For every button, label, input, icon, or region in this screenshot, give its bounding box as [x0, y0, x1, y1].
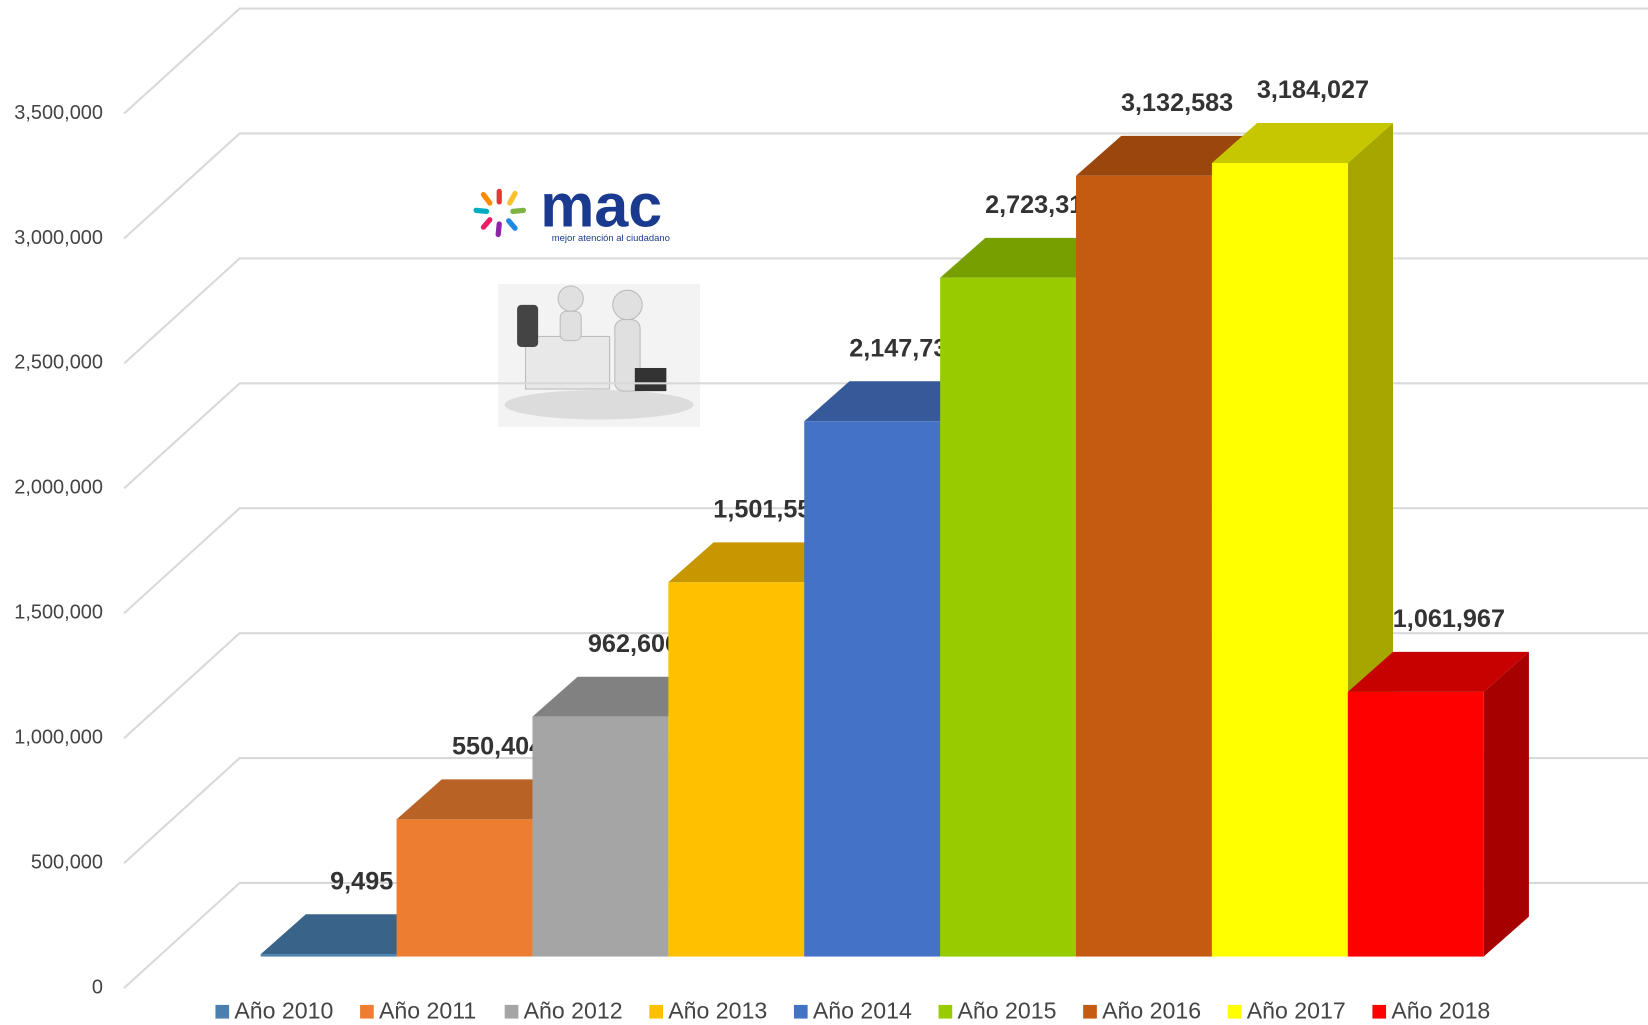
y-tick-label: 2,000,000: [14, 477, 103, 499]
value-label: 550,404: [452, 733, 543, 761]
logo-icon: [476, 191, 523, 234]
plot: 0 500,000 1,000,000 1,500,000 2,000,000 2,500…: [14, 9, 1648, 1024]
logo-text: mac: [540, 171, 662, 239]
illustration: [498, 284, 700, 427]
legend-swatch: [360, 1005, 374, 1019]
logo: mac mejor atención al ciudadano: [476, 171, 670, 244]
legend-swatch: [939, 1005, 953, 1019]
legend-label: Año 2014: [813, 997, 912, 1023]
y-tick-label: 1,500,000: [14, 602, 103, 624]
grid-line: [124, 133, 1648, 238]
bar: [1212, 163, 1348, 957]
legend-swatch: [794, 1005, 808, 1019]
legend-swatch: [1083, 1005, 1097, 1019]
value-label: 3,132,583: [1121, 89, 1233, 117]
value-label: 9,495: [330, 867, 393, 895]
legend-label: Año 2011: [379, 997, 476, 1023]
grid-line: [124, 9, 1648, 114]
y-tick-label: 0: [92, 976, 103, 998]
y-tick-label: 500,000: [31, 851, 103, 873]
bar: [397, 819, 533, 956]
legend-label: Año 2015: [957, 997, 1056, 1023]
chart: mac mejor atención al ciudadano 0 500,000…: [0, 0, 1648, 1025]
legend-swatch: [505, 1005, 519, 1019]
legend-swatch: [1228, 1005, 1242, 1019]
legend-label: Año 2017: [1247, 997, 1346, 1023]
legend-label: Año 2012: [524, 997, 623, 1023]
legend-swatch: [215, 1005, 229, 1019]
value-label: 3,184,027: [1257, 76, 1369, 104]
logo-tagline: mejor atención al ciudadano: [552, 233, 670, 244]
y-tick-label: 1,000,000: [14, 727, 103, 749]
legend-label: Año 2010: [234, 997, 333, 1023]
bar: [1076, 176, 1212, 957]
legend-label: Año 2016: [1102, 997, 1201, 1023]
y-tick-label: 2,500,000: [14, 352, 103, 374]
page: mac mejor atención al ciudadano 0 500,000…: [0, 0, 1648, 1025]
legend-label: Año 2013: [668, 997, 767, 1023]
value-label: 1,061,967: [1393, 605, 1505, 633]
value-label: 962,606: [588, 630, 679, 658]
legend-swatch: [1372, 1005, 1386, 1019]
legend-label: Año 2018: [1391, 997, 1490, 1023]
y-tick-label: 3,500,000: [14, 102, 103, 124]
bar: [1348, 692, 1484, 957]
bar: [261, 954, 397, 956]
y-tick-label: 3,000,000: [14, 227, 103, 249]
legend-swatch: [649, 1005, 663, 1019]
bar-side: [1484, 652, 1529, 957]
bar: [532, 717, 668, 957]
bar: [940, 278, 1076, 957]
bar: [668, 582, 804, 956]
bar: [804, 421, 940, 956]
